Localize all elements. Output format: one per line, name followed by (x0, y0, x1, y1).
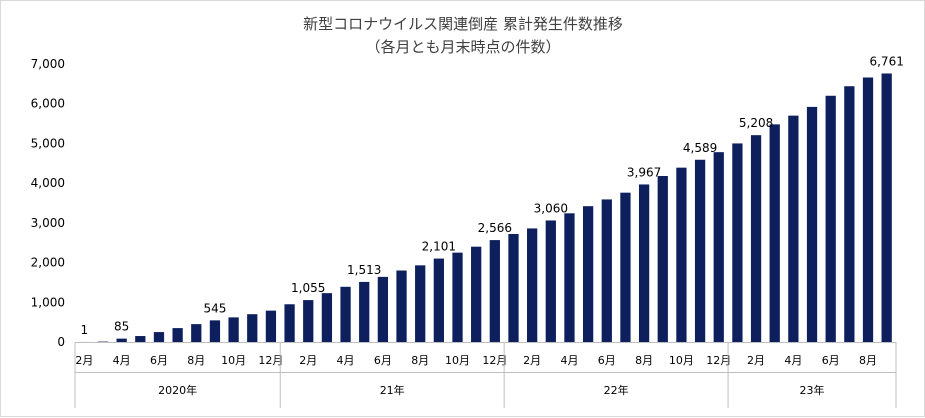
data-label: 1 (81, 323, 89, 337)
bar (322, 293, 332, 342)
bar (247, 314, 257, 342)
data-label: 4,589 (683, 141, 717, 155)
year-group-label: 23年 (800, 383, 825, 397)
bar (172, 328, 182, 342)
bar (452, 253, 462, 342)
bar (863, 78, 873, 343)
x-tick-label: 6月 (822, 354, 840, 367)
bar (340, 287, 350, 342)
bar (434, 259, 444, 342)
data-label: 85 (114, 320, 129, 334)
bar (882, 73, 892, 342)
bar (191, 324, 201, 342)
bar (527, 228, 537, 342)
x-axis: 2月 4月 6月 8月 10月 12月 2月 4月 6月 8月 10月 12月 2月 4月 6月 8月 10月 1… (75, 342, 896, 408)
x-tick-label: 4月 (113, 354, 131, 367)
year-group-label: 22年 (604, 383, 629, 397)
data-label: 6,761 (869, 54, 903, 68)
year-group-label: 2020年 (158, 383, 197, 397)
bar (135, 336, 145, 342)
data-label: 1,055 (291, 281, 325, 295)
bar (359, 282, 369, 342)
y-tick-label: 4,000 (31, 176, 65, 190)
data-label: 2,101 (422, 240, 456, 254)
data-label: 545 (203, 301, 226, 315)
data-label: 3,060 (534, 201, 568, 215)
bar (807, 107, 817, 342)
bar (284, 304, 294, 342)
x-tick-label: 6月 (598, 354, 616, 367)
bar (732, 143, 742, 342)
chart-title: 新型コロナウイルス関連倒産 累計発生件数推移 (303, 15, 623, 33)
y-tick-label: 0 (57, 335, 65, 349)
x-tick-label: 10月 (221, 354, 246, 367)
data-label: 1,513 (347, 263, 381, 277)
bar (714, 152, 724, 342)
bar (210, 320, 220, 342)
y-tick-label: 2,000 (31, 256, 65, 270)
x-tick-label: 12月 (258, 354, 283, 367)
bar (564, 213, 574, 342)
x-tick-label: 4月 (560, 354, 578, 367)
x-tick-label: 12月 (706, 354, 731, 367)
x-tick-label: 8月 (411, 354, 429, 367)
bar (826, 96, 836, 342)
y-tick-label: 3,000 (31, 216, 65, 230)
x-tick-label: 4月 (784, 354, 802, 367)
bar (303, 300, 313, 342)
bar (751, 135, 761, 342)
bar (602, 199, 612, 342)
bar (415, 265, 425, 342)
bar (471, 247, 481, 342)
bar (844, 86, 854, 342)
bar (695, 160, 705, 342)
year-group-label: 21年 (380, 383, 405, 397)
x-tick-label: 10月 (669, 354, 694, 367)
bar (788, 116, 798, 342)
bar (620, 193, 630, 342)
x-tick-label: 6月 (150, 354, 168, 367)
data-label: 5,208 (739, 116, 773, 130)
x-tick-label: 2月 (523, 354, 541, 367)
y-tick-label: 6,000 (31, 97, 65, 111)
bar (396, 271, 406, 342)
x-tick-label: 6月 (374, 354, 392, 367)
bar-series (79, 73, 892, 342)
x-tick-label: 2月 (75, 354, 93, 367)
bar (639, 184, 649, 342)
bar (117, 339, 127, 342)
bar (378, 277, 388, 342)
x-tick-label: 8月 (859, 354, 877, 367)
bar (583, 206, 593, 342)
x-tick-label: 8月 (187, 354, 205, 367)
x-tick-label: 10月 (445, 354, 470, 367)
bar (546, 220, 556, 342)
bar (676, 168, 686, 342)
bar (266, 311, 276, 342)
bar (508, 234, 518, 342)
bar (228, 317, 238, 342)
y-tick-label: 1,000 (31, 295, 65, 309)
data-label: 2,566 (478, 221, 512, 235)
y-tick-label: 5,000 (31, 136, 65, 150)
data-label: 3,967 (627, 165, 661, 179)
y-axis: 0 1,000 2,000 3,000 4,000 5,000 6,000 7,000 (31, 57, 65, 349)
bar (658, 176, 668, 342)
x-tick-label: 2月 (299, 354, 317, 367)
bar (490, 240, 500, 342)
chart-subtitle: （各月とも月末時点の件数） (365, 38, 560, 56)
bar (770, 124, 780, 342)
x-tick-label: 4月 (337, 354, 355, 367)
x-tick-label: 8月 (635, 354, 653, 367)
y-tick-label: 7,000 (31, 57, 65, 71)
bar (154, 332, 164, 342)
x-tick-label: 2月 (747, 354, 765, 367)
x-tick-label: 12月 (482, 354, 507, 367)
